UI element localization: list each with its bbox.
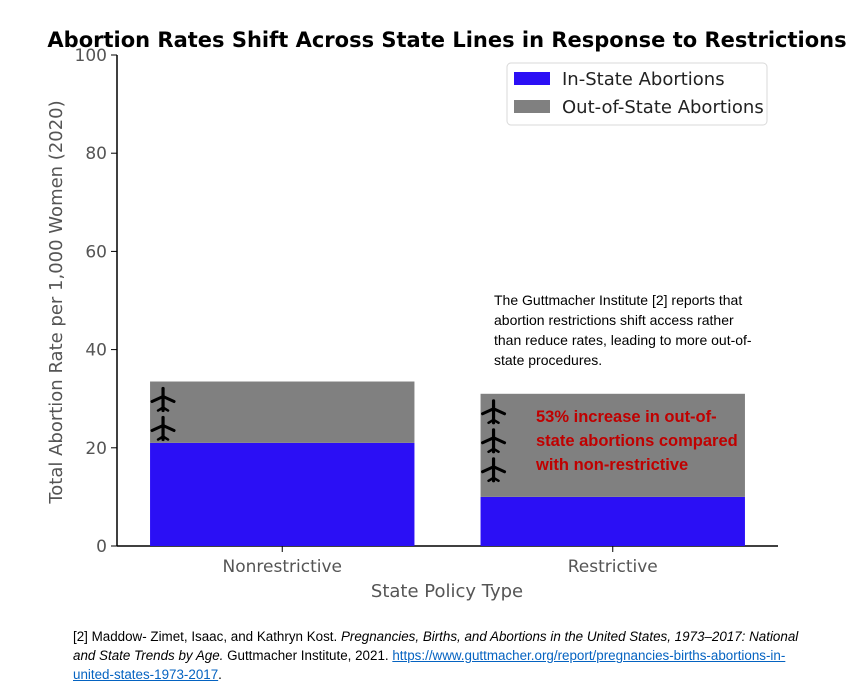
y-tick-label: 0 xyxy=(96,537,107,557)
y-tick-label: 80 xyxy=(85,144,107,164)
legend: In-State Abortions Out-of-State Abortions xyxy=(506,62,768,126)
airplane-icon xyxy=(481,457,507,483)
x-tick-label: Restrictive xyxy=(568,557,658,577)
airplane-icon xyxy=(481,399,507,425)
legend-label: Out-of-State Abortions xyxy=(562,97,764,118)
legend-box xyxy=(506,62,768,126)
legend-swatch xyxy=(514,72,550,85)
airplane-icon xyxy=(150,386,176,413)
bar-restrictive-in-state xyxy=(480,496,745,546)
x-tick-label: Nonrestrictive xyxy=(223,557,342,577)
stacked-bar-chart: Abortion Rates Shift Across State Lines … xyxy=(46,28,847,602)
airplane-icon xyxy=(481,428,507,454)
increase-annotation: 53% increase in out-of-state abortions c… xyxy=(536,408,738,474)
airplane-icon xyxy=(150,415,176,442)
guttmacher-note: The Guttmacher Institute [2] reports tha… xyxy=(494,292,752,368)
y-tick-label: 60 xyxy=(85,242,107,262)
chart-title: Abortion Rates Shift Across State Lines … xyxy=(47,28,846,52)
reference-publisher: Guttmacher Institute, 2021. xyxy=(223,648,393,663)
y-tick-label: 20 xyxy=(85,439,107,459)
reference-link[interactable]: https://www.guttmacher.org/report/pregna… xyxy=(73,648,786,682)
reference-citation: [2] Maddow- Zimet, Isaac, and Kathryn Ko… xyxy=(73,627,818,684)
plot-area: 0 20 40 60 80 100 Nonrestrictive Restrictive xyxy=(75,46,778,577)
reference-title: Pregnancies, Births, and Abortions in th… xyxy=(73,629,799,663)
y-axis-label: Total Abortion Rate per 1,000 Women (202… xyxy=(46,100,67,504)
reference-prefix: [2] Maddow- Zimet, Isaac, and Kathryn Ko… xyxy=(73,629,341,644)
y-tick-label: 100 xyxy=(75,46,107,66)
bar-restrictive-out-of-state xyxy=(480,393,745,497)
y-tick-label: 40 xyxy=(85,341,107,361)
legend-label: In-State Abortions xyxy=(562,69,725,90)
bar-nonrestrictive-out-of-state xyxy=(150,381,415,443)
x-axis-label: State Policy Type xyxy=(371,581,523,602)
legend-swatch xyxy=(514,100,550,113)
bar-nonrestrictive-in-state xyxy=(150,442,415,546)
reference-suffix: . xyxy=(218,667,222,682)
